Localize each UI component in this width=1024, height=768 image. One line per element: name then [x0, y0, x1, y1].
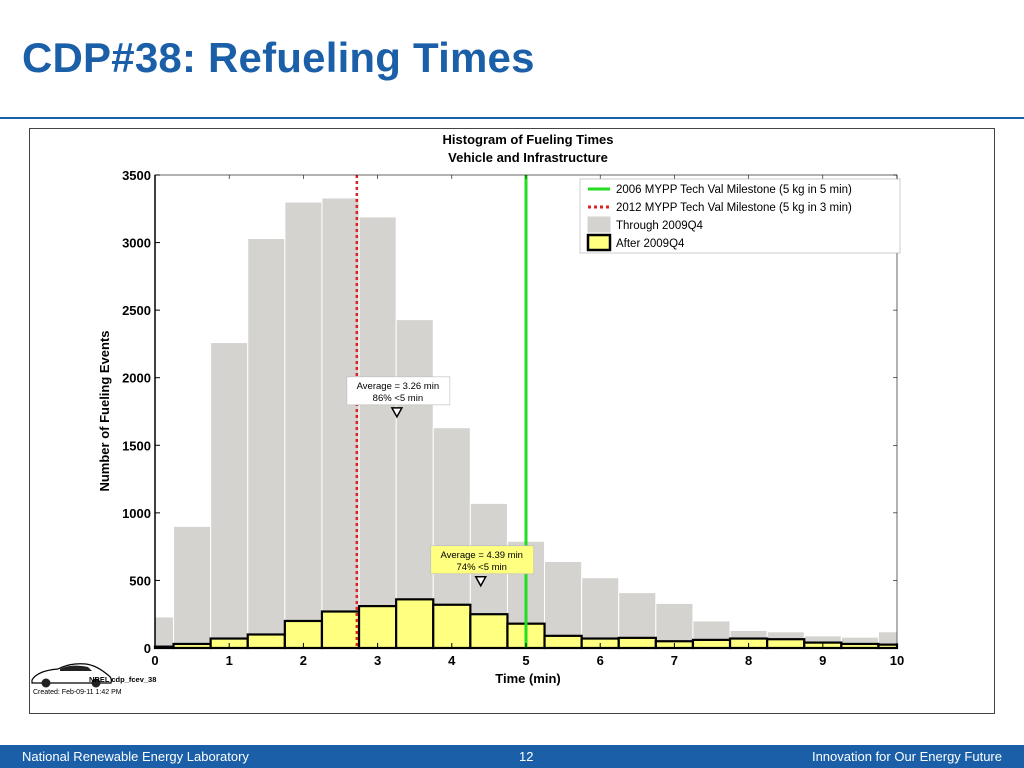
- x-tick-label-3: 3: [374, 653, 381, 668]
- bar-through-2009q4-0: [154, 616, 175, 649]
- legend-swatch-2: [587, 216, 611, 233]
- bar-through-2009q4-1: [173, 525, 212, 649]
- title-divider: [0, 117, 1024, 119]
- annotation-marker-1: [474, 576, 488, 588]
- histogram-chart: Histogram of Fueling Times Vehicle and I…: [31, 132, 904, 696]
- x-tick-label-8: 8: [745, 653, 752, 668]
- x-tick-label-6: 6: [597, 653, 604, 668]
- bar-after-2009q4-13: [617, 636, 657, 650]
- chart-subtitle: Vehicle and Infrastructure: [448, 150, 608, 165]
- nrel-logo-label: NREL cdp_fcev_38: [89, 675, 156, 684]
- bar-after-2009q4-3: [246, 633, 286, 650]
- annotation-percent-0: 86% <5 min: [373, 393, 423, 404]
- bar-after-2009q4-9: [469, 613, 509, 650]
- y-tick-label-6: 3000: [122, 236, 151, 251]
- legend-label-3: After 2009Q4: [616, 238, 685, 250]
- bar-through-2009q4-6: [358, 216, 397, 649]
- x-axis-label: Time (min): [495, 671, 561, 686]
- bar-through-2009q4-5: [321, 197, 360, 649]
- annotation-average-1: Average = 4.39 min: [440, 550, 522, 561]
- legend-label-2: Through 2009Q4: [616, 220, 704, 232]
- bar-after-2009q4-5: [320, 610, 361, 650]
- footer-page-number: 12: [519, 749, 534, 764]
- y-tick-label-2: 1000: [122, 506, 151, 521]
- bar-through-2009q4-2: [210, 342, 249, 649]
- x-tick-label-4: 4: [448, 653, 456, 668]
- x-tick-label-10: 10: [890, 653, 904, 668]
- created-timestamp: Created: Feb-09-11 1:42 PM: [33, 689, 122, 696]
- slide-title: CDP#38: Refueling Times: [22, 34, 535, 81]
- x-tick-label-2: 2: [300, 653, 307, 668]
- bar-after-2009q4-11: [543, 634, 583, 650]
- bar-through-2009q4-7: [395, 319, 434, 649]
- footer-bar: National Renewable Energy Laboratory 12 …: [0, 745, 1024, 768]
- bars-through-2009q4: [154, 197, 898, 649]
- car-logo-icon: [31, 663, 112, 688]
- y-tick-label-4: 2000: [122, 371, 151, 386]
- annotation-percent-1: 74% <5 min: [457, 562, 507, 573]
- legend-label-1: 2012 MYPP Tech Val Milestone (5 kg in 3 …: [616, 202, 852, 214]
- annotation-box-1: [430, 545, 535, 575]
- y-tick-label-3: 1500: [122, 438, 151, 453]
- annotation-box-0: [346, 376, 451, 406]
- y-tick-label-0: 0: [144, 641, 151, 656]
- bar-through-2009q4-12: [581, 577, 620, 649]
- y-tick-label-1: 500: [129, 573, 151, 588]
- legend-swatch-3: [586, 233, 612, 252]
- bar-through-2009q4-3: [247, 238, 286, 649]
- y-axis-label: Number of Fueling Events: [97, 330, 112, 491]
- x-tick-label-0: 0: [151, 653, 158, 668]
- x-tick-label-1: 1: [226, 653, 233, 668]
- bar-after-2009q4-8: [432, 603, 472, 650]
- bar-after-2009q4-6: [357, 605, 398, 650]
- y-tick-label-5: 2500: [122, 303, 151, 318]
- annotation-marker-0: [390, 407, 404, 419]
- chart-axes: 0 1 2 3 4 5 6 7 8 9 10 0 500 1000 1500 2000 2500 3000 3500: [122, 168, 904, 668]
- annotation-average-0: Average = 3.26 min: [357, 381, 439, 392]
- bar-after-2009q4-7: [395, 598, 435, 650]
- bar-through-2009q4-4: [284, 201, 323, 649]
- chart-legend: 2006 MYPP Tech Val Milestone (5 kg in 5 …: [579, 178, 901, 254]
- chart-figure: Histogram of Fueling Times Vehicle and I…: [29, 128, 995, 714]
- x-tick-label-9: 9: [819, 653, 826, 668]
- legend-box: [579, 178, 901, 254]
- footer-tagline: Innovation for Our Energy Future: [811, 749, 1002, 764]
- footer-organization: National Renewable Energy Laboratory: [22, 749, 249, 764]
- chart-title: Histogram of Fueling Times: [443, 132, 614, 147]
- bar-after-2009q4-17: [766, 638, 806, 650]
- y-tick-label-7: 3500: [122, 168, 151, 183]
- legend-label-0: 2006 MYPP Tech Val Milestone (5 kg in 5 …: [616, 184, 852, 196]
- x-tick-label-5: 5: [522, 653, 529, 668]
- bar-after-2009q4-15: [691, 638, 732, 650]
- x-tick-label-7: 7: [671, 653, 678, 668]
